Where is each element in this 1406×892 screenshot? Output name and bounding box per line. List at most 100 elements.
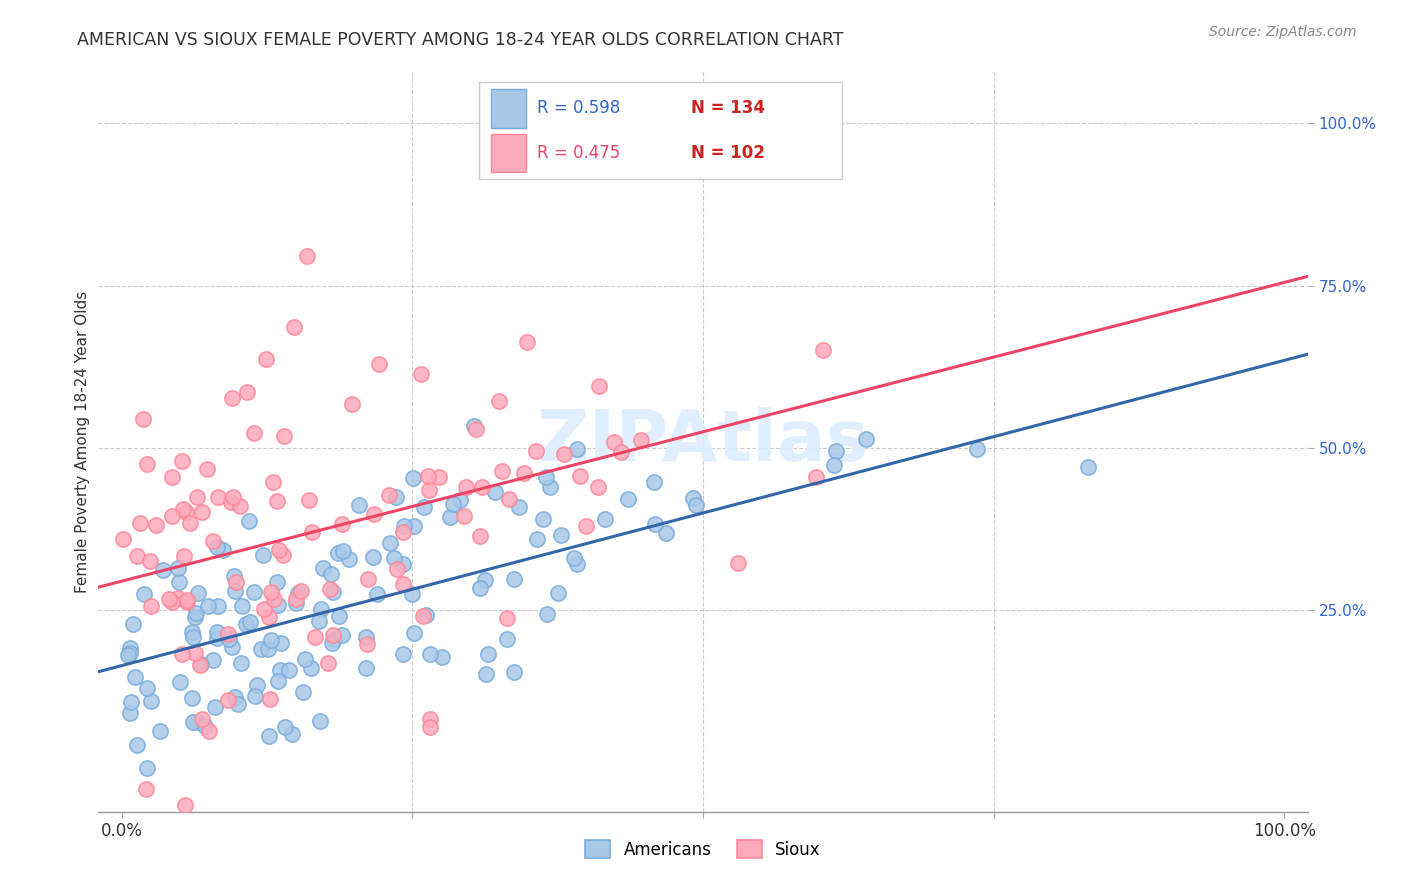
Point — [202, 653, 225, 667]
Point — [197, 724, 219, 739]
Point — [550, 528, 572, 542]
Point — [603, 435, 626, 450]
Point — [412, 609, 434, 624]
Point — [309, 714, 332, 728]
Point — [176, 595, 198, 609]
Point — [304, 630, 326, 644]
FancyBboxPatch shape — [479, 82, 842, 178]
Point — [118, 706, 141, 721]
Point — [432, 649, 454, 664]
Point — [463, 419, 485, 434]
Point — [111, 532, 134, 546]
Point — [252, 548, 274, 562]
Point — [299, 661, 322, 675]
Point — [259, 584, 281, 599]
Point — [354, 631, 377, 645]
Point — [269, 542, 291, 557]
Point — [287, 586, 309, 600]
Point — [385, 562, 408, 576]
Point — [401, 587, 423, 601]
Point — [273, 429, 295, 443]
Point — [547, 585, 569, 599]
Point — [319, 582, 342, 597]
Point — [166, 591, 188, 606]
Point — [125, 549, 148, 563]
Point — [243, 426, 266, 441]
Point — [187, 586, 209, 600]
Point — [337, 552, 360, 566]
Point — [565, 558, 588, 572]
Point — [516, 334, 538, 349]
Point — [526, 532, 548, 546]
Point — [204, 700, 226, 714]
Point — [269, 663, 291, 677]
Point — [416, 468, 439, 483]
FancyBboxPatch shape — [492, 89, 526, 128]
Point — [284, 592, 307, 607]
Point — [283, 320, 305, 334]
Point — [340, 397, 363, 411]
Point — [172, 502, 194, 516]
Point — [439, 509, 461, 524]
Point — [238, 514, 260, 528]
Point — [294, 652, 316, 666]
Point — [176, 592, 198, 607]
Point — [120, 646, 142, 660]
Point — [392, 577, 415, 591]
Point — [285, 596, 308, 610]
Point — [173, 549, 195, 563]
Point — [825, 444, 848, 458]
Point — [536, 607, 558, 621]
Point — [221, 640, 243, 654]
Point — [468, 528, 491, 542]
Point — [141, 599, 163, 613]
Point — [380, 535, 402, 549]
Point — [392, 525, 415, 540]
Point — [229, 499, 252, 513]
Point — [136, 761, 159, 775]
Point — [207, 599, 229, 614]
Point — [366, 587, 388, 601]
Point — [464, 422, 486, 436]
Point — [135, 681, 157, 695]
Point — [239, 615, 262, 630]
Point — [267, 674, 290, 689]
Point — [575, 519, 598, 533]
Point — [260, 632, 283, 647]
Point — [152, 563, 174, 577]
Point — [194, 719, 217, 733]
Point — [254, 351, 277, 366]
Point — [477, 647, 499, 661]
Point — [385, 490, 408, 504]
Point — [644, 517, 666, 532]
Point — [138, 554, 160, 568]
Point — [298, 493, 321, 508]
Point — [330, 627, 353, 641]
Point — [131, 412, 153, 426]
Point — [1077, 460, 1099, 475]
Point — [225, 575, 247, 590]
Point — [419, 712, 441, 726]
Point — [503, 665, 526, 680]
Point — [172, 648, 194, 662]
Text: R = 0.475: R = 0.475 — [537, 144, 620, 161]
Legend: Americans, Sioux: Americans, Sioux — [585, 840, 821, 859]
Point — [207, 490, 229, 504]
Point — [222, 490, 245, 504]
Point — [266, 494, 288, 508]
Point — [157, 592, 180, 607]
Point — [125, 738, 148, 752]
Point — [418, 483, 440, 497]
Point — [475, 666, 498, 681]
FancyBboxPatch shape — [492, 134, 526, 172]
Point — [453, 508, 475, 523]
Point — [277, 663, 299, 677]
Text: N = 134: N = 134 — [690, 99, 765, 118]
Point — [231, 656, 253, 670]
Point — [211, 543, 233, 558]
Point — [429, 470, 451, 484]
Point — [191, 505, 214, 519]
Point — [562, 550, 585, 565]
Point — [139, 694, 162, 708]
Point — [167, 560, 190, 574]
